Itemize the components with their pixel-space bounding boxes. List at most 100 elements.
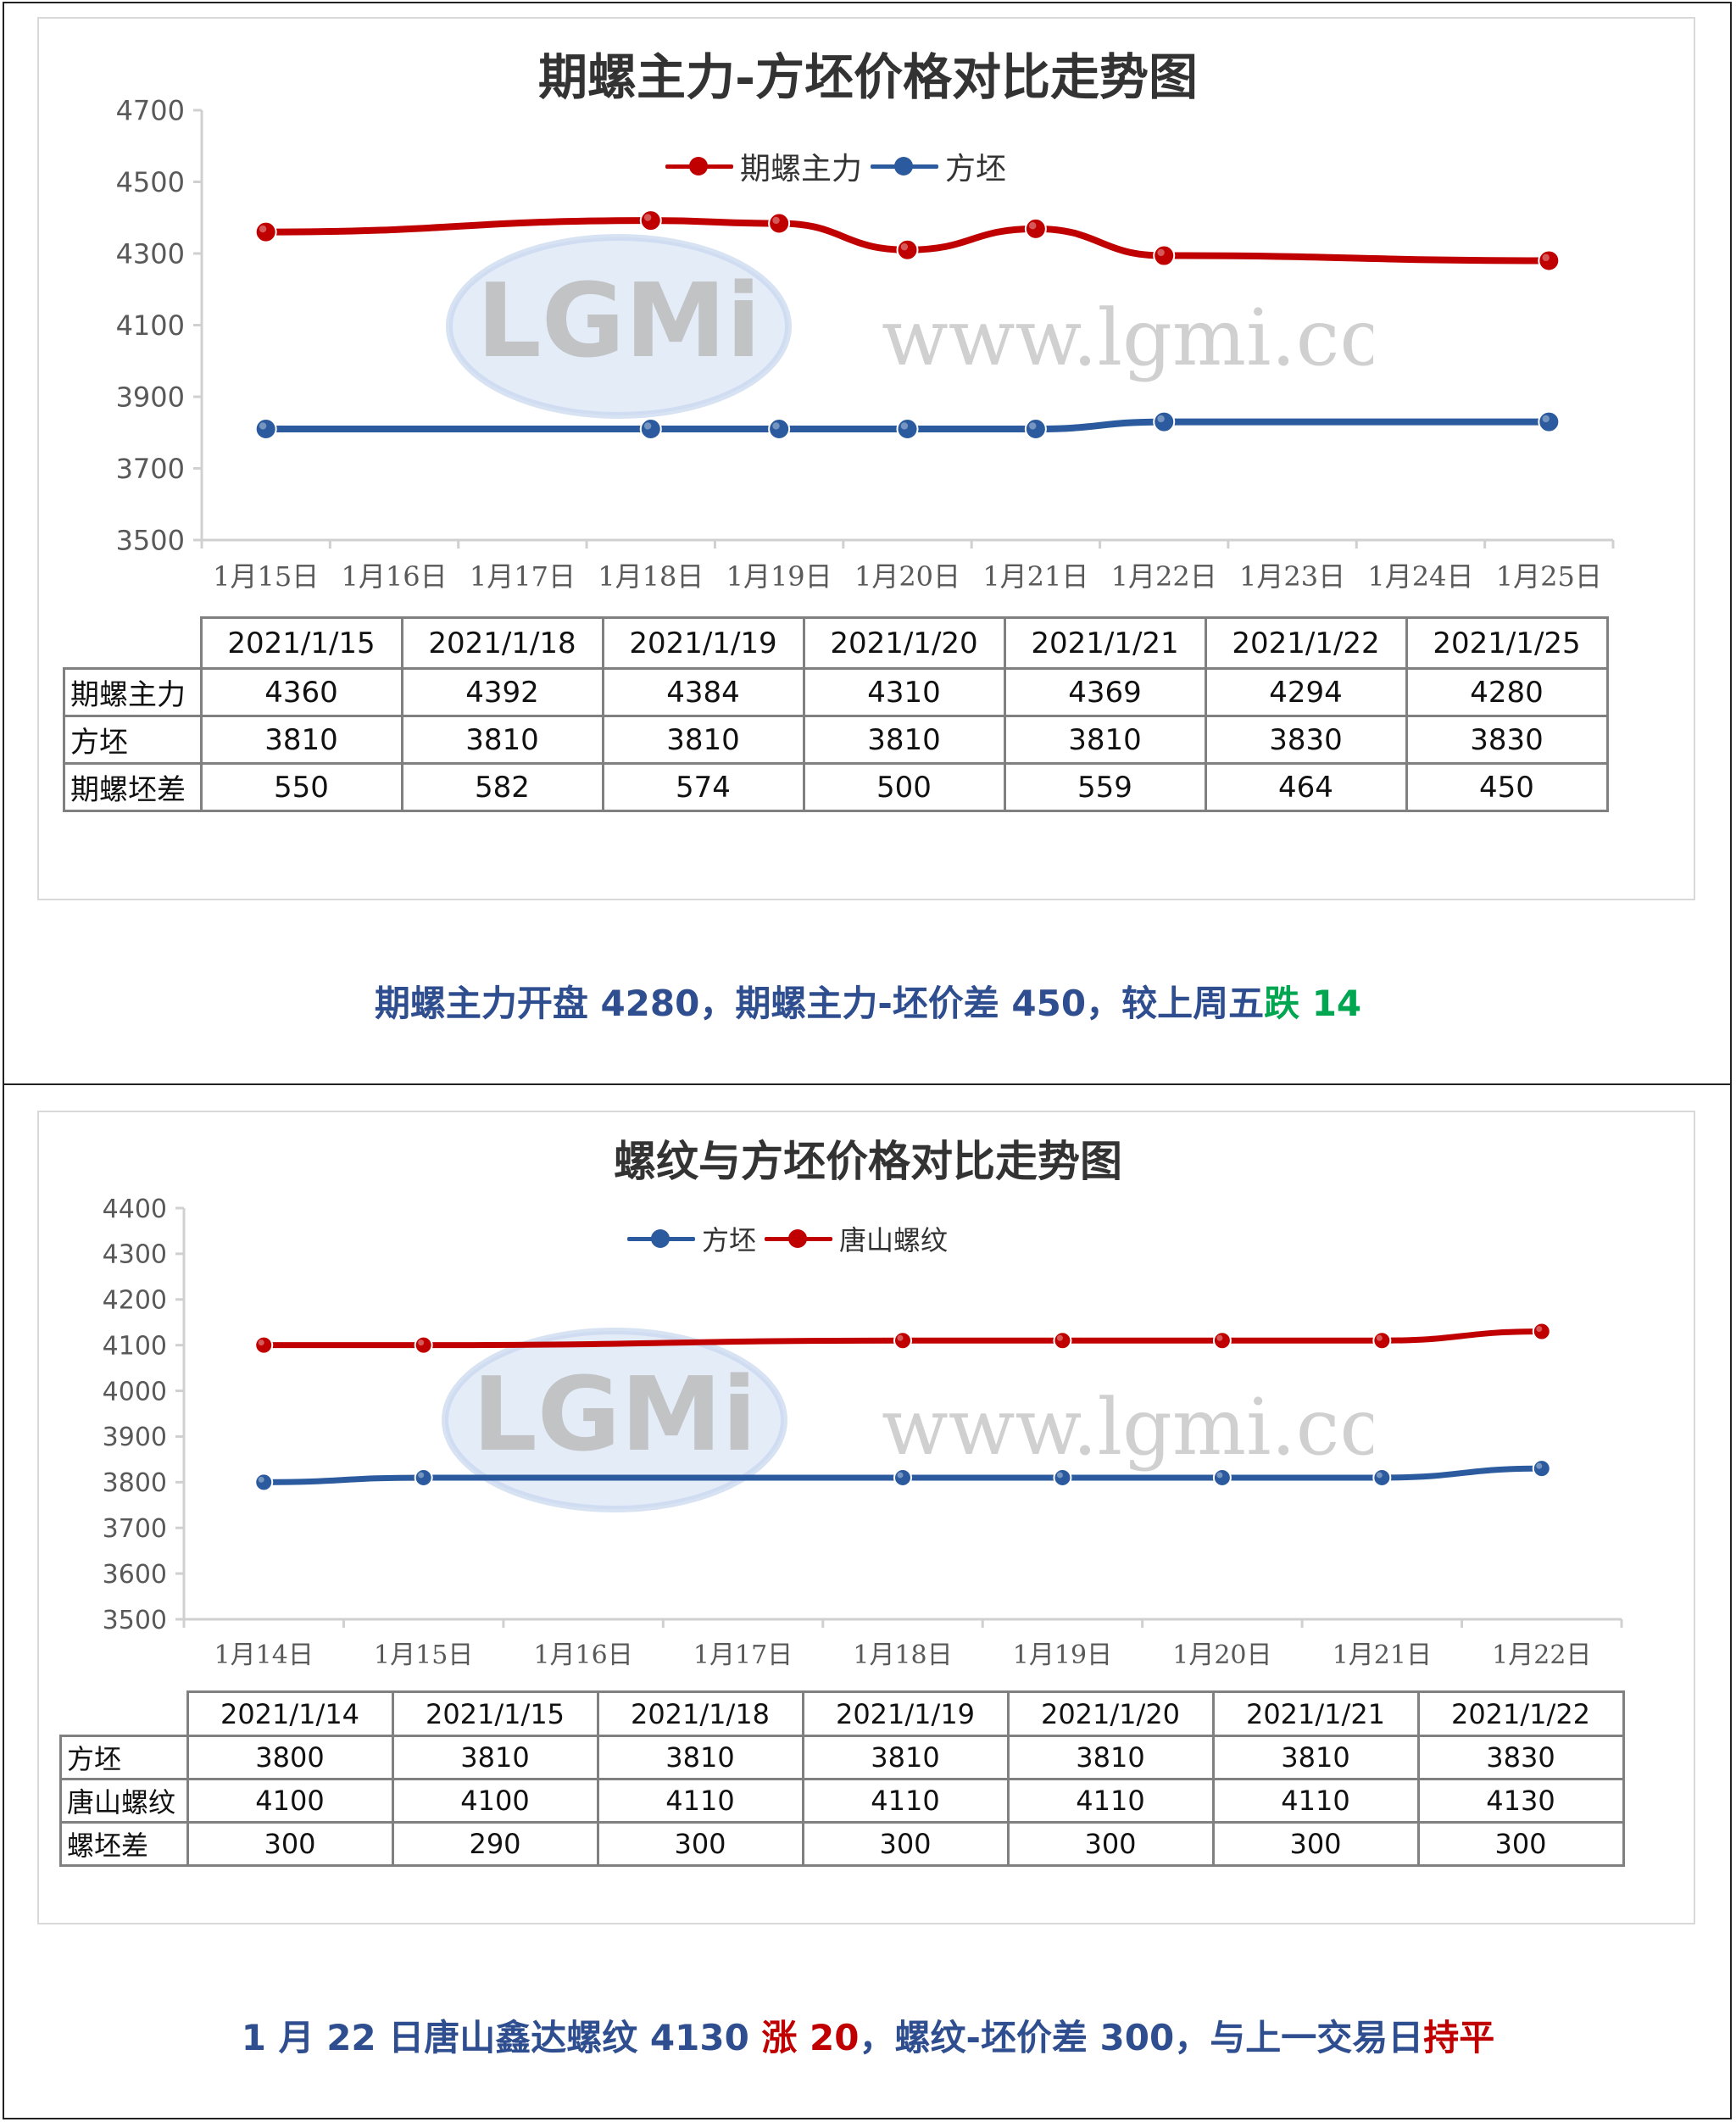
legend-item-fangpi: 方坯 bbox=[871, 144, 1006, 188]
table-header-cell: 2021/1/20 bbox=[802, 616, 1006, 670]
series-point-highlight bbox=[772, 422, 780, 430]
series-point bbox=[1372, 1468, 1392, 1487]
series-point bbox=[1153, 244, 1176, 267]
table-cell: 3810 bbox=[802, 715, 1006, 765]
table-cell: 4110 bbox=[801, 1778, 1010, 1824]
y-tick-label: 4400 bbox=[103, 1195, 167, 1224]
series-point bbox=[1538, 410, 1561, 433]
series-point bbox=[254, 220, 277, 243]
table-cell: 3830 bbox=[1416, 1735, 1625, 1780]
series-point bbox=[893, 1331, 912, 1351]
series-point-highlight bbox=[1056, 1334, 1063, 1341]
y-tick-label: 3700 bbox=[116, 453, 185, 485]
table-row-label: 唐山螺纹 bbox=[59, 1778, 189, 1824]
series-point-highlight bbox=[900, 242, 909, 251]
table-header-cell: 2021/1/21 bbox=[1211, 1690, 1420, 1737]
caption-2-text-a: 1 月 22 日唐山鑫达螺纹 4130 bbox=[241, 2017, 762, 2058]
x-tick-label: 1月19日 bbox=[1013, 1640, 1112, 1670]
caption-1-change: 跌 14 bbox=[1264, 983, 1362, 1024]
y-tick-label: 4700 bbox=[116, 95, 185, 127]
table-header-cell: 2021/1/22 bbox=[1416, 1690, 1625, 1737]
table-header-row: 2021/1/15 2021/1/18 2021/1/19 2021/1/20 … bbox=[64, 616, 1609, 670]
series-point bbox=[768, 212, 791, 235]
table-header-cell: 2021/1/14 bbox=[186, 1690, 394, 1737]
table-header-cell: 2021/1/21 bbox=[1003, 616, 1207, 670]
series-point-highlight bbox=[259, 422, 267, 430]
x-tick-label: 1月22日 bbox=[1111, 560, 1217, 593]
caption-2-text-b: ，螺纹-坯价差 300，与上一交易日 bbox=[859, 2017, 1424, 2058]
series-point-highlight bbox=[1157, 248, 1165, 257]
series-point-highlight bbox=[258, 1339, 264, 1346]
y-tick-label: 4100 bbox=[116, 309, 185, 342]
table-header-cell: 2021/1/15 bbox=[199, 616, 403, 670]
series-point bbox=[896, 418, 919, 441]
panel-2-chart-area bbox=[37, 1111, 1695, 1924]
legend-marker-fangpi bbox=[871, 157, 939, 175]
series-point-highlight bbox=[643, 422, 652, 430]
table-cell: 300 bbox=[1416, 1821, 1625, 1867]
table-cell: 300 bbox=[186, 1821, 394, 1867]
table-cell: 4130 bbox=[1416, 1778, 1625, 1824]
y-tick-label: 4000 bbox=[103, 1377, 167, 1406]
y-tick-label: 3900 bbox=[103, 1423, 167, 1452]
x-tick-label: 1月24日 bbox=[1367, 560, 1473, 593]
table-cell: 3810 bbox=[199, 715, 403, 765]
table-corner bbox=[60, 1691, 189, 1737]
series-point bbox=[896, 238, 919, 261]
legend-label: 期螺主力 bbox=[740, 152, 863, 187]
series-point-highlight bbox=[897, 1472, 904, 1479]
x-tick-label: 1月16日 bbox=[533, 1640, 632, 1670]
panel-1-chart-area bbox=[37, 17, 1695, 900]
series-point bbox=[1372, 1331, 1392, 1351]
series-point bbox=[414, 1468, 433, 1487]
x-tick-label: 1月20日 bbox=[854, 560, 960, 593]
table-header-row: 2021/1/14 2021/1/15 2021/1/18 2021/1/19 … bbox=[60, 1690, 1625, 1737]
y-tick-label: 3800 bbox=[103, 1468, 167, 1498]
table-cell: 4110 bbox=[596, 1778, 804, 1824]
series-point-highlight bbox=[418, 1472, 425, 1479]
table-cell: 582 bbox=[400, 762, 604, 812]
table-row-label: 期螺坯差 bbox=[63, 762, 203, 812]
x-tick-label: 1月18日 bbox=[598, 560, 704, 593]
series-point-highlight bbox=[1536, 1462, 1543, 1469]
series-point-highlight bbox=[1536, 1326, 1543, 1332]
series-point bbox=[768, 418, 791, 441]
y-tick-label: 3700 bbox=[103, 1514, 167, 1544]
data-table-1: 2021/1/15 2021/1/18 2021/1/19 2021/1/20 … bbox=[63, 616, 1609, 812]
series-point-highlight bbox=[897, 1334, 904, 1341]
chart-2-legend: 方坯 唐山螺纹 bbox=[627, 1219, 948, 1258]
table-cell: 464 bbox=[1204, 762, 1408, 812]
x-tick-label: 1月25日 bbox=[1496, 560, 1602, 593]
table-cell: 3830 bbox=[1405, 715, 1609, 765]
table-header-cell: 2021/1/18 bbox=[400, 616, 604, 670]
table-cell: 550 bbox=[199, 762, 403, 812]
table-header-cell: 2021/1/22 bbox=[1204, 616, 1408, 670]
series-point bbox=[254, 418, 277, 441]
series-point-highlight bbox=[1376, 1472, 1383, 1479]
data-table-2: 2021/1/14 2021/1/15 2021/1/18 2021/1/19 … bbox=[59, 1690, 1625, 1867]
series-point-highlight bbox=[772, 216, 780, 225]
table-cell: 4392 bbox=[400, 667, 604, 717]
legend-label: 唐山螺纹 bbox=[839, 1224, 949, 1256]
table-header-cell: 2021/1/20 bbox=[1006, 1690, 1215, 1737]
table-cell: 4294 bbox=[1204, 667, 1408, 717]
table-header-cell: 2021/1/19 bbox=[601, 616, 805, 670]
series-point-highlight bbox=[1542, 253, 1550, 262]
table-cell: 4280 bbox=[1405, 667, 1609, 717]
table-cell: 3800 bbox=[186, 1735, 394, 1780]
table-cell: 4384 bbox=[601, 667, 805, 717]
table-cell: 4100 bbox=[186, 1778, 394, 1824]
series-point-highlight bbox=[1216, 1334, 1223, 1341]
x-tick-label: 1月15日 bbox=[213, 560, 319, 593]
caption-2-change: 涨 20 bbox=[761, 2017, 860, 2058]
table-row: 期螺坯差 550 582 574 500 559 464 450 bbox=[63, 762, 1609, 812]
chart-1-title: 期螺主力-方坯价格对比走势图 bbox=[537, 48, 1199, 106]
series-point bbox=[1053, 1331, 1072, 1351]
table-cell: 3810 bbox=[1211, 1735, 1420, 1780]
table-cell: 3810 bbox=[1003, 715, 1207, 765]
series-point-highlight bbox=[643, 214, 652, 221]
table-cell: 500 bbox=[802, 762, 1006, 812]
x-tick-label: 1月17日 bbox=[470, 560, 576, 593]
x-tick-label: 1月21日 bbox=[1333, 1640, 1432, 1670]
legend-marker-tangshan bbox=[765, 1229, 833, 1248]
